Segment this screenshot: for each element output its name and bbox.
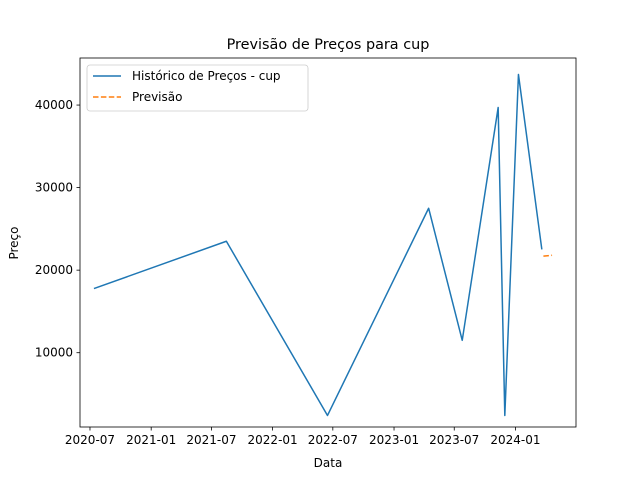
x-tick-label: 2021-01 — [126, 433, 176, 447]
x-tick-label: 2021-07 — [186, 433, 236, 447]
legend-entry-label: Histórico de Preços - cup — [132, 69, 281, 83]
plot-area — [93, 73, 553, 417]
legend: Histórico de Preços - cup Previsão — [86, 64, 309, 112]
y-tick-label: 20000 — [35, 263, 73, 277]
y-axis: 10000 20000 30000 40000 — [35, 98, 80, 360]
x-tick-label: 2023-01 — [369, 433, 419, 447]
y-axis-label: Preço — [7, 226, 21, 259]
y-tick-label: 10000 — [35, 346, 73, 360]
x-tick-label: 2023-07 — [429, 433, 479, 447]
y-tick-label: 40000 — [35, 98, 73, 112]
x-tick-label: 2024-01 — [490, 433, 540, 447]
chart-title: Previsão de Preços para cup — [227, 37, 430, 53]
y-tick-label: 30000 — [35, 181, 73, 195]
legend-box — [86, 64, 309, 112]
legend-entry-label: Previsão — [132, 90, 182, 104]
x-tick-label: 2020-07 — [65, 433, 115, 447]
x-axis: 2020-07 2021-01 2021-07 2022-01 2022-07 2023-… — [65, 427, 541, 447]
x-tick-label: 2022-07 — [308, 433, 358, 447]
series-line-previsao — [543, 254, 553, 257]
x-tick-label: 2022-01 — [248, 433, 298, 447]
axes-frame — [79, 57, 577, 428]
x-axis-label: Data — [314, 456, 343, 470]
series-line-historico — [93, 73, 543, 417]
